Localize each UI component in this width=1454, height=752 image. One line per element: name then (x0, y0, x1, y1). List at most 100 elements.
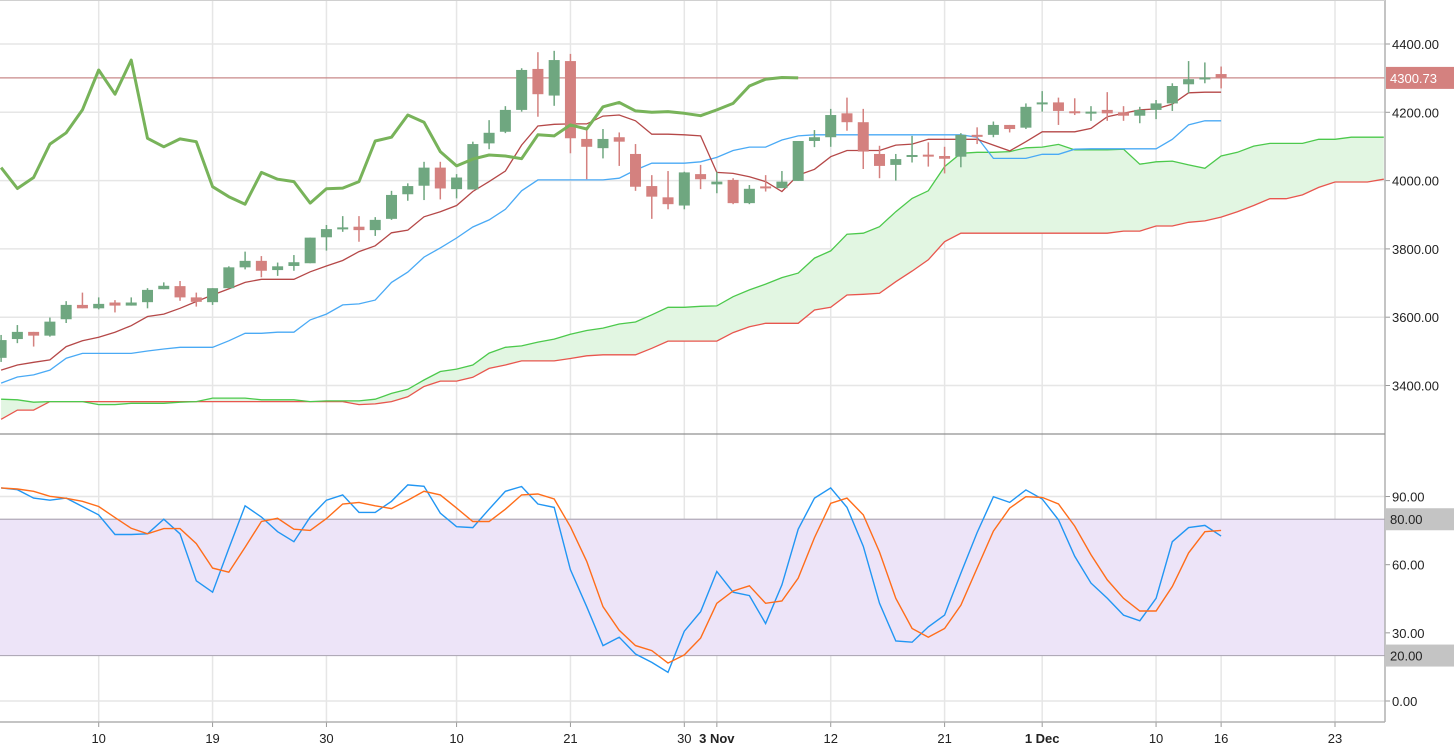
candle[interactable] (808, 130, 820, 148)
x-tick-label: 16 (1214, 731, 1228, 746)
candle[interactable] (109, 300, 121, 313)
candle[interactable] (939, 146, 951, 174)
candle[interactable] (418, 161, 430, 201)
candle[interactable] (1134, 106, 1146, 124)
candle[interactable] (613, 132, 625, 166)
candle[interactable] (841, 97, 853, 131)
candle[interactable] (0, 334, 7, 362)
candle[interactable] (142, 288, 154, 309)
candle-body (109, 302, 121, 306)
candle[interactable] (320, 224, 332, 251)
candle[interactable] (1085, 106, 1097, 121)
candle[interactable] (369, 217, 381, 236)
candle[interactable] (792, 140, 804, 181)
candle[interactable] (890, 153, 902, 181)
stochastic-pane[interactable] (1, 484, 1222, 674)
candle-body (581, 138, 593, 147)
x-tick-label: 10 (449, 731, 463, 746)
candle[interactable] (906, 135, 918, 163)
candle[interactable] (125, 297, 137, 306)
stoch-tick-label: 90.00 (1392, 490, 1425, 505)
x-tick-label: 21 (937, 731, 951, 746)
candle-body (1166, 86, 1178, 104)
candle[interactable] (516, 68, 528, 112)
candle[interactable] (760, 175, 772, 192)
candle[interactable] (272, 262, 284, 276)
candle[interactable] (190, 292, 202, 307)
candle[interactable] (532, 52, 544, 117)
candle[interactable] (223, 266, 235, 289)
candle[interactable] (1166, 83, 1178, 111)
candle[interactable] (874, 145, 886, 179)
candle[interactable] (955, 133, 967, 168)
candle[interactable] (678, 171, 690, 210)
candle[interactable] (353, 216, 365, 242)
candle[interactable] (239, 251, 251, 270)
candle-body (1183, 79, 1195, 85)
candle-body (418, 167, 430, 186)
candle-body (369, 219, 381, 231)
candle[interactable] (597, 129, 609, 159)
candle[interactable] (207, 288, 219, 305)
candle[interactable] (1052, 97, 1064, 125)
candle[interactable] (662, 171, 674, 210)
candle[interactable] (646, 175, 658, 219)
candle[interactable] (857, 108, 869, 169)
x-tick-label: 10 (91, 731, 105, 746)
candle[interactable] (776, 171, 788, 189)
candle[interactable] (93, 297, 105, 310)
candle-body (662, 197, 674, 205)
candle[interactable] (987, 121, 999, 138)
candle[interactable] (1150, 100, 1162, 120)
candle[interactable] (174, 281, 186, 301)
candle[interactable] (695, 164, 707, 190)
candle[interactable] (548, 50, 560, 106)
overbought-oversold-band (0, 519, 1385, 656)
candle[interactable] (402, 183, 414, 201)
candle[interactable] (1069, 98, 1081, 116)
candle[interactable] (304, 237, 316, 264)
candle[interactable] (158, 282, 170, 290)
candle[interactable] (564, 53, 576, 154)
candle[interactable] (11, 325, 23, 344)
candle[interactable] (386, 190, 398, 220)
candle[interactable] (337, 216, 349, 232)
candle[interactable] (434, 161, 446, 200)
candle[interactable] (1118, 106, 1130, 121)
candle[interactable] (255, 256, 267, 278)
candle[interactable] (483, 120, 495, 150)
candle-body (288, 262, 300, 266)
candle[interactable] (1004, 124, 1016, 133)
candle[interactable] (743, 185, 755, 205)
candle[interactable] (451, 174, 463, 199)
price-tick-label: 4000.00 (1392, 174, 1439, 189)
candle-body (1150, 103, 1162, 110)
candle[interactable] (1215, 66, 1227, 89)
candle-body (1118, 112, 1130, 116)
candle[interactable] (971, 127, 983, 145)
candle[interactable] (1199, 62, 1211, 84)
candle[interactable] (581, 129, 593, 180)
candle[interactable] (727, 178, 739, 205)
candle[interactable] (499, 106, 511, 134)
candle[interactable] (288, 255, 300, 271)
candle[interactable] (76, 292, 88, 309)
candle[interactable] (1036, 91, 1048, 112)
candle-body (532, 68, 544, 95)
candle[interactable] (630, 144, 642, 191)
candle[interactable] (711, 171, 723, 194)
x-tick-label: 3 Nov (699, 731, 735, 746)
candle[interactable] (1101, 92, 1113, 121)
candle[interactable] (467, 141, 479, 190)
kumo-cloud (1, 137, 1384, 420)
candle[interactable] (922, 142, 934, 167)
price-pane[interactable] (0, 50, 1385, 420)
candle-body (939, 156, 951, 159)
candle[interactable] (60, 301, 72, 324)
candle[interactable] (44, 317, 56, 337)
candle[interactable] (1183, 61, 1195, 94)
candle[interactable] (1020, 103, 1032, 130)
candle[interactable] (825, 108, 837, 147)
candle[interactable] (28, 331, 40, 347)
